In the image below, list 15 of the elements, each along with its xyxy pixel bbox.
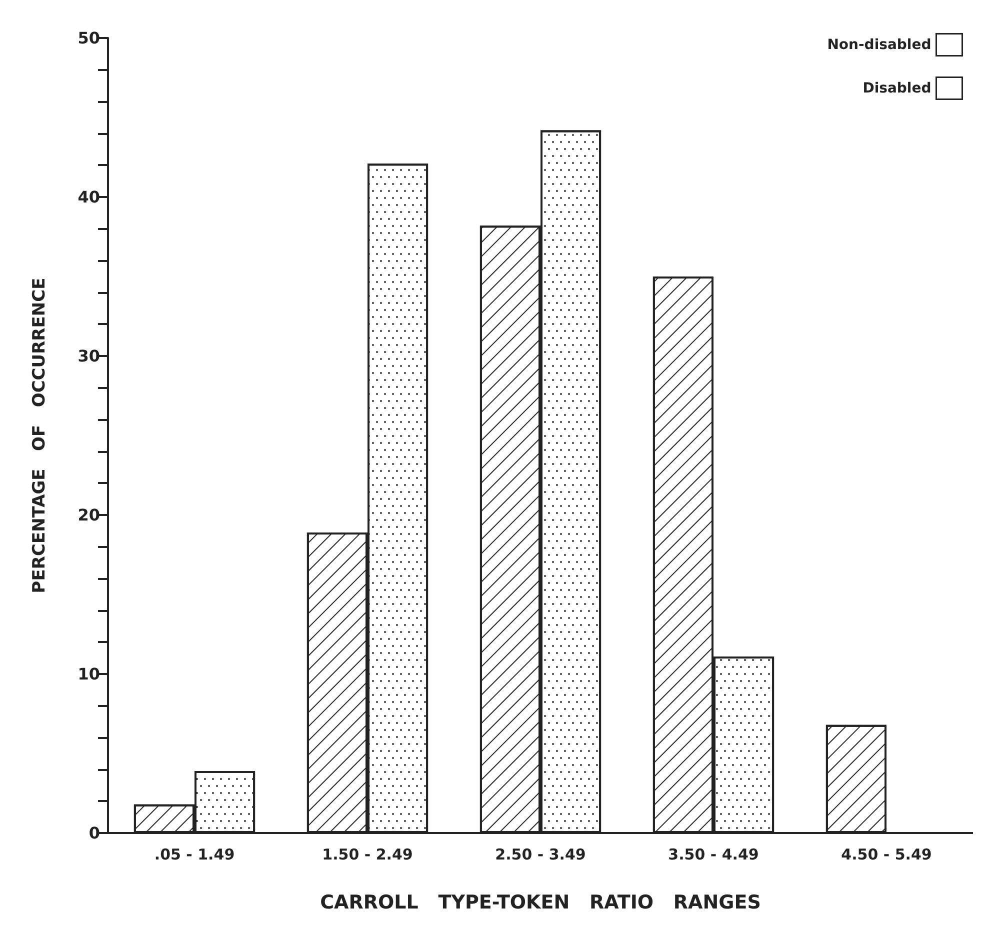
- legend-label: Non-disabled: [827, 36, 932, 53]
- y-tick-label: 20: [78, 506, 100, 524]
- x-tick-label: 3.50 - 4.49: [668, 846, 759, 864]
- y-tick-label: 10: [78, 664, 100, 684]
- y-axis-title: PERCENTAGE OF OCCURRENCE: [30, 278, 50, 594]
- x-tick-label: .05 - 1.49: [154, 846, 235, 864]
- legend-label: Disabled: [862, 80, 932, 96]
- x-tick-label: 2.50 - 3.49: [495, 846, 586, 864]
- y-tick-label: 50: [78, 28, 100, 48]
- x-tick-label: 1.50 - 2.49: [322, 846, 413, 864]
- y-tick-label: 40: [78, 188, 100, 206]
- y-tick-label: 30: [78, 346, 100, 366]
- x-tick-label: 4.50 - 5.49: [841, 846, 932, 864]
- x-axis-title: CARROLL TYPE-TOKEN RATIO RANGES: [320, 892, 761, 914]
- y-tick-label: 0: [88, 824, 100, 842]
